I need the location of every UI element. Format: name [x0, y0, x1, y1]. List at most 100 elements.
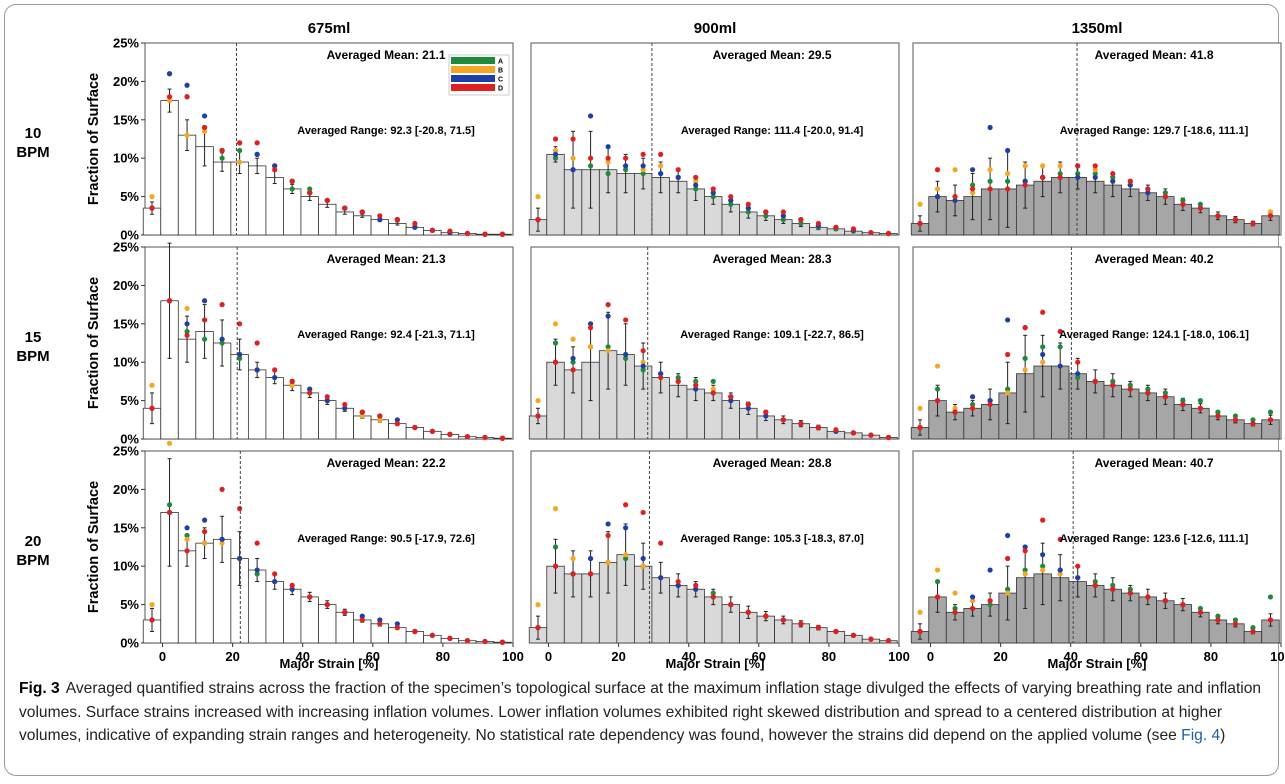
series-point-D	[868, 432, 874, 438]
series-point-D	[394, 625, 400, 631]
series-point-D	[552, 359, 559, 365]
series-point-C	[969, 167, 976, 173]
series-point-B	[359, 413, 365, 419]
series-point-D	[429, 227, 435, 233]
series-point-D	[710, 594, 716, 600]
series-point-A	[798, 220, 804, 227]
series-point-D	[1162, 598, 1168, 604]
series-point-D	[482, 638, 488, 645]
series-point-D	[429, 428, 435, 434]
x-axis-label: Major Strain [%]	[666, 656, 765, 671]
y-tick-label: 0%	[120, 636, 139, 651]
series-point-A	[605, 170, 611, 177]
series-point-D	[464, 434, 471, 440]
series-point-D	[815, 424, 821, 431]
series-point-D	[675, 578, 681, 585]
series-point-D	[934, 167, 941, 173]
series-point-D	[693, 582, 699, 589]
series-point-B	[640, 167, 646, 173]
series-point-C	[201, 298, 208, 304]
series-point-D	[833, 224, 839, 230]
series-point-A	[623, 555, 629, 562]
series-point-D	[1040, 517, 1046, 523]
series-point-D	[272, 571, 278, 577]
series-point-D	[605, 155, 611, 161]
annotation-range: Averaged Range: 105.3 [-18.3, 87.0]	[680, 533, 864, 545]
series-point-B	[184, 132, 190, 138]
series-point-B	[1057, 571, 1063, 577]
series-point-D	[675, 378, 681, 384]
x-tick-label: 60	[366, 649, 380, 664]
series-point-D	[1005, 351, 1011, 358]
series-point-D	[745, 401, 751, 408]
series-point-D	[745, 201, 751, 207]
series-point-D	[1267, 417, 1274, 423]
series-point-D	[324, 197, 330, 204]
series-point-C	[289, 586, 295, 592]
series-point-D	[798, 217, 804, 223]
series-point-C	[254, 367, 260, 373]
series-point-B	[149, 194, 155, 200]
series-point-D	[1250, 220, 1256, 227]
series-point-D	[289, 378, 295, 384]
series-point-A	[1075, 374, 1081, 381]
series-point-D	[1022, 325, 1028, 331]
series-point-C	[394, 621, 400, 627]
series-point-C	[693, 586, 699, 592]
series-point-B	[184, 536, 190, 542]
series-point-D	[745, 609, 751, 615]
series-point-A	[1057, 344, 1063, 350]
series-point-A	[693, 378, 699, 384]
series-point-D	[1162, 194, 1168, 200]
series-point-C	[1075, 174, 1081, 180]
series-point-A	[1180, 197, 1186, 204]
series-point-B	[552, 321, 559, 327]
series-point-A	[1215, 409, 1221, 415]
series-point-D	[570, 136, 576, 142]
series-point-D	[1232, 417, 1239, 423]
series-point-C	[640, 163, 646, 169]
y-tick-label: 20%	[113, 74, 139, 89]
series-point-A	[1110, 174, 1116, 180]
series-point-A	[1197, 605, 1203, 612]
x-tick-label: 20	[225, 649, 239, 664]
annotation-range: Averaged Range: 111.4 [-20.0, 91.4]	[681, 125, 864, 137]
series-point-A	[1215, 613, 1221, 619]
series-point-C	[987, 124, 993, 131]
series-point-C	[587, 555, 594, 562]
series-point-D	[342, 205, 348, 211]
annotation-range: Averaged Range: 129.7 [-18.6, 111.1]	[1060, 125, 1249, 137]
series-point-D	[1110, 586, 1116, 592]
series-point-D	[728, 394, 734, 400]
series-point-D	[535, 413, 541, 419]
series-point-B	[969, 598, 976, 604]
series-point-A	[1110, 378, 1116, 384]
series-point-D	[464, 638, 471, 644]
series-point-A	[1197, 398, 1203, 404]
series-point-C	[377, 617, 383, 623]
series-point-C	[1022, 178, 1028, 184]
series-point-D	[952, 194, 958, 200]
histogram-bar	[283, 188, 302, 236]
series-point-A	[307, 186, 313, 192]
series-point-D	[1110, 382, 1116, 388]
annotation-mean: Averaged Mean: 29.5	[713, 48, 832, 62]
series-point-D	[658, 151, 664, 157]
series-point-D	[342, 401, 348, 408]
series-point-D	[1145, 186, 1151, 192]
caption-figure-link[interactable]: Fig. 4	[1181, 727, 1221, 744]
series-point-C	[201, 113, 208, 119]
series-point-D	[917, 628, 923, 635]
y-tick-label: 5%	[120, 189, 139, 204]
series-point-A	[587, 163, 594, 169]
series-point-C	[728, 197, 734, 204]
series-point-A	[1092, 170, 1098, 177]
series-point-A	[640, 170, 646, 177]
series-point-B	[377, 417, 383, 423]
series-point-C	[237, 555, 243, 562]
series-point-D	[658, 374, 664, 381]
series-point-A	[640, 367, 646, 373]
x-tick-label: 100	[502, 649, 524, 664]
series-point-C	[219, 536, 225, 542]
series-point-B	[535, 194, 541, 200]
